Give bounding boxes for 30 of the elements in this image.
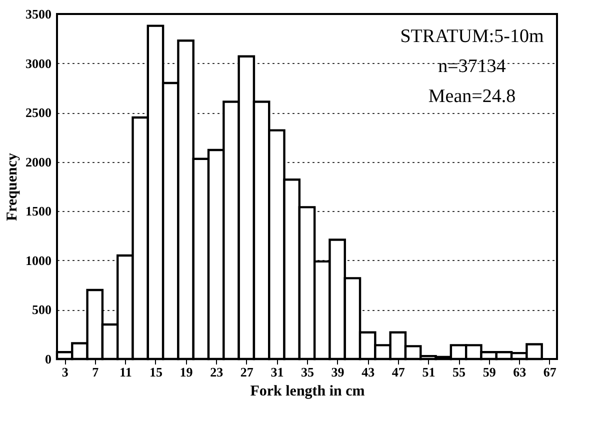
x-tick-label: 11	[120, 364, 132, 380]
annotation: n=37134	[438, 56, 506, 77]
x-tick-label: 27	[240, 364, 254, 380]
x-tick-label: 7	[92, 364, 100, 380]
y-tick-label: 1500	[26, 204, 52, 219]
x-tick-label: 67	[543, 364, 557, 380]
annotation: STRATUM:5-10m	[400, 26, 544, 47]
y-tick-label: 2500	[26, 105, 52, 120]
y-tick-label: 1000	[26, 252, 52, 268]
y-tick-label: 3000	[26, 56, 52, 71]
x-tick-label: 39	[331, 364, 345, 380]
y-tick-label: 2000	[26, 154, 52, 170]
x-tick-label: 51	[422, 364, 436, 380]
annotation: Mean=24.8	[428, 86, 516, 107]
x-tick-label: 15	[149, 364, 163, 380]
y-axis-title: Frequency	[4, 152, 20, 222]
y-tick-label: 0	[45, 352, 52, 366]
x-axis-title: Fork length in cm	[250, 384, 366, 400]
x-tick-label: 19	[180, 364, 194, 380]
x-tick-label: 31	[270, 364, 284, 380]
x-tick-label: 55	[452, 364, 466, 380]
x-tick-label: 43	[362, 364, 376, 380]
x-tick-label: 3	[62, 364, 69, 380]
y-tick-label: 3500	[26, 6, 52, 22]
x-tick-label: 47	[392, 364, 406, 380]
x-tick-label: 23	[210, 364, 224, 380]
x-tick-label: 59	[482, 364, 496, 380]
y-tick-label: 500	[32, 302, 52, 318]
x-tick-label: 35	[301, 364, 314, 380]
x-tick-label: 63	[513, 364, 527, 380]
